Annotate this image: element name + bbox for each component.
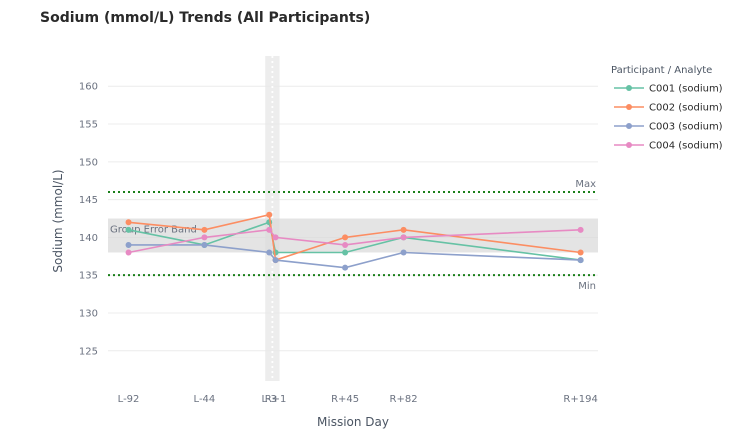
data-point — [342, 241, 349, 248]
ref-label-max: Max — [575, 179, 596, 190]
y-tick-label: 145 — [79, 195, 98, 206]
y-axis-title: Sodium (mmol/L) — [51, 169, 65, 272]
data-point — [266, 249, 273, 256]
legend-entry: C001 (sodium) — [649, 84, 723, 95]
legend-swatch-marker — [626, 104, 632, 110]
data-point — [400, 226, 407, 233]
x-tick-label: L-44 — [194, 394, 216, 405]
y-tick-label: 150 — [79, 157, 98, 168]
data-point — [201, 241, 208, 248]
chart-title: Sodium (mmol/L) Trends (All Participants… — [40, 10, 371, 26]
y-tick-label: 135 — [79, 271, 98, 282]
data-point — [272, 234, 279, 241]
x-tick-label: L-92 — [118, 394, 140, 405]
legend-entry: C004 (sodium) — [649, 141, 723, 152]
x-tick-label: R+194 — [563, 394, 597, 405]
data-point — [342, 249, 349, 256]
legend-entry: C003 (sodium) — [649, 122, 723, 133]
data-point — [400, 234, 407, 241]
legend-swatch-marker — [626, 142, 632, 148]
group-error-band-label: Group Error Band — [110, 225, 197, 236]
x-axis-title: Mission Day — [317, 415, 389, 429]
data-point — [577, 257, 584, 264]
data-point — [201, 226, 208, 233]
ref-label-min: Min — [578, 281, 596, 292]
legend-swatch-marker — [626, 85, 632, 91]
x-tick-label: L-3 — [262, 394, 277, 405]
data-point — [400, 249, 407, 256]
data-point — [266, 226, 273, 233]
data-point — [272, 257, 279, 264]
x-tick-label: R+82 — [390, 394, 418, 405]
legend-swatch-marker — [626, 123, 632, 129]
data-point — [125, 249, 132, 256]
data-point — [125, 219, 132, 226]
y-tick-label: 140 — [79, 233, 98, 244]
x-tick-label: R+45 — [331, 394, 359, 405]
y-tick-label: 130 — [79, 308, 98, 319]
data-point — [577, 249, 584, 256]
data-point — [342, 234, 349, 241]
data-point — [125, 241, 132, 248]
data-point — [342, 264, 349, 271]
data-point — [201, 234, 208, 241]
x-tick-label: R+1 — [265, 394, 287, 405]
data-point — [266, 211, 273, 218]
y-tick-label: 160 — [79, 82, 98, 93]
data-point — [577, 226, 584, 233]
y-tick-label: 125 — [79, 346, 98, 357]
data-point — [125, 226, 132, 233]
y-tick-label: 155 — [79, 120, 98, 131]
group-error-band — [108, 218, 598, 253]
legend-entry: C002 (sodium) — [649, 103, 723, 114]
legend-title: Participant / Analyte — [611, 65, 712, 76]
